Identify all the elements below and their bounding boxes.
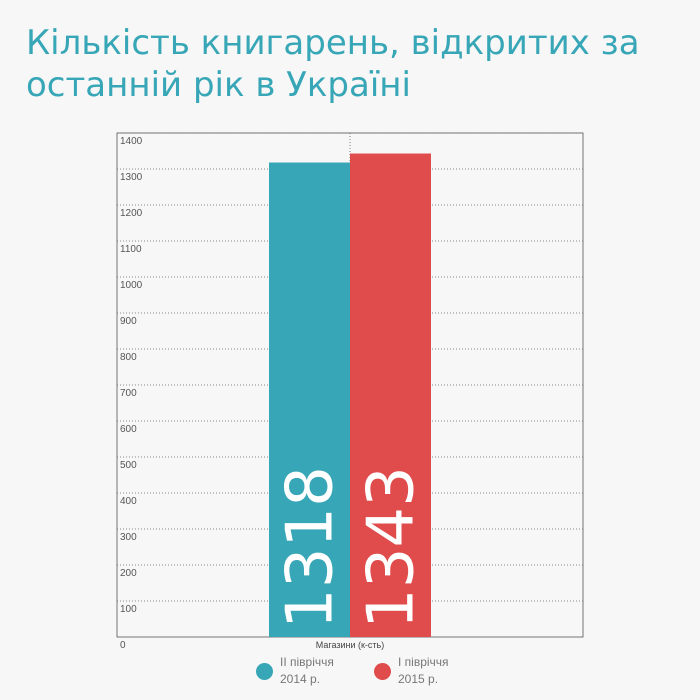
- legend-swatch-2015: [374, 662, 391, 680]
- chart-title: Кількість книгарень, відкритих за останн…: [26, 22, 686, 106]
- y-axis-ticks: 0 100 200 300 400 500 600 700 800 900 1000 1100 1200…: [120, 136, 143, 651]
- y-tick-label: 700: [120, 388, 137, 399]
- bar-value-label-1: 1318: [274, 466, 348, 629]
- y-tick-label: 600: [120, 424, 137, 435]
- legend-item-2015: I півріччя 2015 р.: [374, 654, 478, 688]
- chart-title-line-2: останній рік в Україні: [26, 65, 411, 105]
- legend-label-2015-line-1: I півріччя: [398, 655, 449, 669]
- chart-legend: II півріччя 2014 р. I півріччя 2015 р.: [256, 654, 478, 688]
- y-tick-label: 900: [120, 316, 137, 327]
- y-tick-label: 400: [120, 496, 137, 507]
- bar-2: [350, 153, 431, 637]
- legend-item-2014: II півріччя 2014 р.: [256, 654, 360, 688]
- legend-label-2014-line-1: II півріччя: [280, 655, 334, 669]
- y-tick-label: 1200: [120, 208, 143, 219]
- y-tick-label: 1100: [120, 244, 142, 255]
- y-tick-label: 1300: [120, 172, 143, 183]
- y-tick-label: 800: [120, 352, 137, 363]
- y-tick-label: 200: [120, 568, 137, 579]
- bar-1: [269, 162, 350, 637]
- legend-label-2015-line-2: 2015 р.: [398, 672, 439, 686]
- legend-label-2014-line-2: 2014 р.: [280, 672, 321, 686]
- legend-swatch-2014: [256, 662, 273, 680]
- y-tick-label: 300: [120, 532, 137, 543]
- y-tick-label: 1000: [120, 280, 143, 291]
- legend-label-2014: II півріччя 2014 р.: [280, 654, 360, 688]
- bar-value-label-2: 1343: [355, 466, 429, 629]
- chart-title-line-1: Кількість книгарень, відкритих за: [26, 23, 640, 63]
- chart-bars: 1318 1343: [269, 153, 431, 637]
- y-tick-label: 500: [120, 460, 137, 471]
- legend-label-2015: I півріччя 2015 р.: [398, 654, 478, 688]
- x-axis-label: Магазини (к-сть): [316, 640, 384, 650]
- y-tick-label: 100: [120, 604, 137, 615]
- y-tick-label: 0: [120, 640, 126, 651]
- y-tick-label: 1400: [120, 136, 143, 147]
